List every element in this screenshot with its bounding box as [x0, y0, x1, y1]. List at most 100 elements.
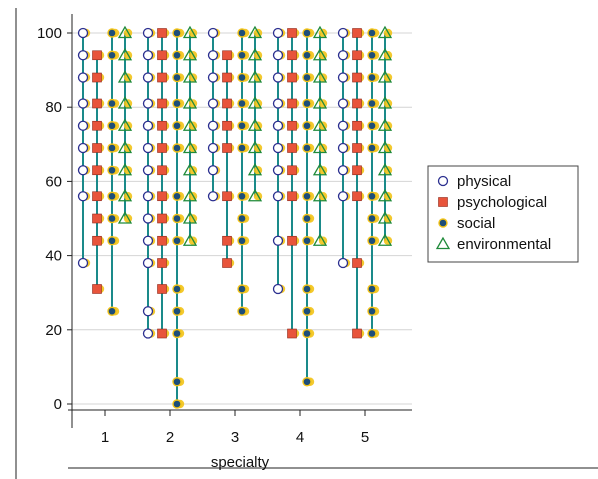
point-social	[107, 213, 117, 224]
point-physical	[142, 235, 154, 246]
point-physical	[337, 50, 349, 61]
point-psychological	[352, 165, 362, 176]
legend: physical psychological social environmental	[427, 165, 579, 263]
point-environmental	[247, 96, 263, 109]
point-environmental	[182, 188, 198, 202]
point-social	[237, 284, 247, 294]
point-social	[237, 72, 247, 83]
point-social	[172, 121, 182, 131]
point-physical	[77, 72, 89, 83]
point-environmental	[247, 188, 263, 202]
point-physical	[272, 120, 284, 131]
point-environmental	[182, 118, 198, 131]
point-social	[172, 236, 182, 246]
point-environmental	[117, 25, 133, 39]
point-social	[172, 328, 182, 339]
point-physical	[272, 27, 284, 39]
point-environmental	[182, 211, 198, 224]
point-social	[172, 191, 182, 201]
point-psychological	[92, 72, 102, 83]
point-psychological	[157, 120, 167, 131]
point-physical	[207, 165, 219, 176]
legend-label-social: social	[457, 215, 495, 232]
point-social	[302, 143, 312, 153]
point-environmental	[182, 140, 198, 154]
point-environmental	[377, 233, 393, 246]
point-psychological	[222, 98, 232, 109]
point-environmental	[377, 70, 393, 83]
legend-marker-environmental	[435, 236, 451, 250]
point-environmental	[377, 162, 393, 176]
point-social	[107, 143, 117, 153]
point-environmental	[312, 96, 328, 109]
point-physical	[77, 142, 89, 154]
point-social	[172, 399, 182, 409]
point-social	[367, 98, 377, 109]
y-axis-ticks: 0 20 40 60 80 100	[37, 25, 72, 413]
point-social	[107, 165, 117, 175]
point-environmental	[182, 70, 198, 83]
point-social	[172, 98, 182, 109]
point-physical	[77, 191, 89, 202]
point-psychological	[92, 191, 102, 202]
y-tick-label: 40	[45, 248, 62, 265]
point-physical	[142, 120, 154, 131]
point-social	[302, 377, 312, 387]
point-social	[107, 98, 117, 109]
point-physical	[142, 257, 154, 269]
point-social	[172, 213, 182, 224]
point-social	[367, 121, 377, 131]
point-social	[302, 328, 312, 339]
point-social	[237, 50, 247, 60]
point-physical	[142, 50, 154, 61]
point-physical	[272, 191, 284, 202]
point-psychological	[222, 235, 232, 246]
point-physical	[207, 27, 219, 39]
point-social	[367, 284, 377, 294]
point-social	[107, 121, 117, 131]
point-social	[367, 328, 377, 339]
point-psychological	[352, 191, 362, 202]
point-environmental	[247, 70, 263, 83]
x-tick-label: 3	[231, 429, 239, 446]
point-physical	[77, 27, 89, 39]
point-social	[237, 306, 247, 316]
point-environmental	[117, 47, 133, 61]
point-psychological	[222, 258, 232, 268]
point-environmental	[117, 96, 133, 109]
point-social	[172, 377, 182, 387]
point-physical	[272, 98, 284, 109]
point-environmental	[377, 25, 393, 39]
point-social	[107, 306, 117, 316]
point-psychological	[352, 258, 362, 268]
point-social	[172, 50, 182, 60]
point-social	[107, 50, 117, 60]
markers	[77, 25, 393, 409]
point-physical	[77, 50, 89, 61]
point-social	[237, 28, 247, 38]
point-psychological	[287, 328, 297, 339]
x-tick-label: 1	[101, 429, 109, 446]
point-psychological	[157, 213, 167, 224]
point-psychological	[92, 284, 102, 294]
point-psychological	[157, 258, 167, 268]
point-physical	[207, 72, 219, 83]
point-environmental	[312, 70, 328, 83]
y-tick-label: 60	[45, 173, 62, 190]
point-psychological	[92, 143, 102, 153]
plot-frame	[15, 8, 598, 479]
point-environmental	[377, 211, 393, 224]
legend-marker-physical	[437, 175, 449, 187]
point-physical	[142, 27, 154, 39]
x-axis-ticks: 1 2 3 4 5	[101, 410, 369, 446]
point-psychological	[157, 191, 167, 202]
x-tick-label: 4	[296, 429, 304, 446]
point-psychological	[352, 50, 362, 61]
point-social	[302, 72, 312, 83]
point-social	[237, 213, 247, 224]
point-social	[302, 50, 312, 60]
point-psychological	[157, 98, 167, 109]
point-social	[237, 191, 247, 201]
point-social	[107, 28, 117, 38]
